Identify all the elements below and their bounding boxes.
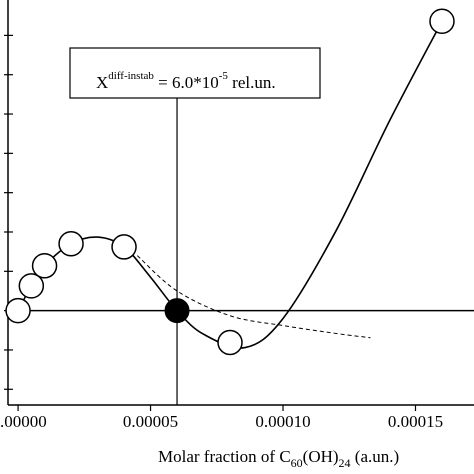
open-marker [429, 8, 455, 34]
x-label-part: Molar fraction of C [158, 447, 291, 466]
annotation-box [69, 47, 321, 99]
x-axis-label: Molar fraction of C60(OH)24 (a.un.) [158, 447, 399, 470]
x-label-part: 24 [339, 456, 351, 470]
annotation-part: -5 [219, 70, 229, 82]
open-marker [217, 329, 243, 356]
x-tick-label: .00000 [0, 412, 47, 431]
annotation-part: = 6.0*10 [154, 73, 219, 92]
open-marker [18, 273, 45, 299]
annotation-part: X [96, 73, 108, 92]
filled-marker [164, 298, 190, 324]
open-marker [31, 253, 58, 279]
annotation-text: Xdiff-instab = 6.0*10-5 rel.un. [96, 70, 276, 92]
annotation-part: diff-instab [108, 70, 154, 82]
annotation-part: rel.un. [228, 73, 276, 92]
x-tick-label: 0.00010 [255, 412, 310, 431]
open-marker [58, 231, 84, 257]
x-tick-label: 0.00005 [123, 412, 178, 431]
x-tick-label: 0.00015 [388, 412, 443, 431]
dashed-curve [136, 255, 371, 339]
x-label-part: (a.un.) [351, 447, 400, 466]
open-marker [5, 297, 31, 324]
x-label-part: (OH) [303, 447, 339, 466]
x-label-part: 60 [291, 456, 303, 470]
open-marker [111, 234, 137, 260]
